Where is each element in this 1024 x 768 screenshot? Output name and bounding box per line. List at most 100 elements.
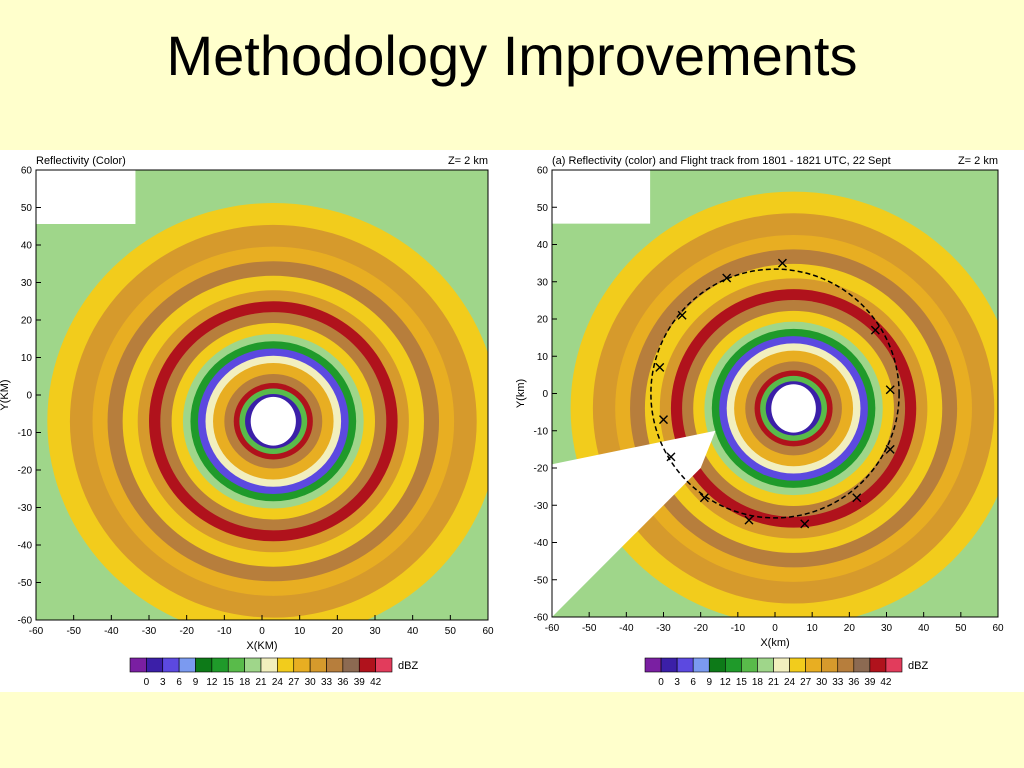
y-tick-label-0: 60: [537, 166, 549, 177]
x-tick-label-1: -50: [582, 623, 597, 634]
colorbar-tick-5: 15: [736, 677, 748, 688]
flight-track-marker-10: [885, 444, 895, 454]
colorbar-tick-2: 6: [690, 677, 696, 688]
colorbar-tick-3: 9: [706, 677, 712, 688]
radar-blind-sector: [552, 430, 716, 617]
colorbar-tick-10: 30: [816, 677, 828, 688]
y-tick-label-0: 60: [21, 166, 33, 177]
flight-track-marker-11: [885, 385, 895, 395]
colorbar-tick-7: 21: [768, 677, 780, 688]
y-tick-label-9: -30: [534, 501, 549, 512]
colorbar-swatch-4: [708, 657, 726, 673]
colorbar-tick-7: 21: [255, 677, 267, 688]
x-axis-label: X(km): [760, 637, 789, 649]
flight-track-marker-7: [744, 515, 754, 525]
colorbar-tick-9: 27: [800, 677, 812, 688]
colorbar-tick-4: 12: [720, 677, 732, 688]
flight-track-marker-1: [722, 273, 732, 283]
chart-title: Reflectivity (Color): [36, 155, 126, 167]
eye-no-data: [771, 384, 816, 433]
x-tick-label-7: 10: [294, 626, 306, 637]
x-tick-label-9: 30: [369, 626, 381, 637]
colorbar-swatch-5: [725, 657, 742, 673]
colorbar-tick-0: 0: [658, 677, 664, 688]
x-tick-label-11: 50: [445, 626, 457, 637]
y-tick-label-2: 40: [537, 240, 549, 251]
flight-track-marker-0: [777, 258, 787, 268]
y-tick-label-7: -10: [18, 428, 33, 439]
flight-track-marker-5: [666, 452, 676, 462]
colorbar-swatch-8: [260, 657, 278, 673]
colorbar-swatch-3: [692, 657, 710, 673]
colorbar-tick-0: 0: [144, 677, 150, 688]
chart-panel-1: Reflectivity (Color) Z= 2 km -60 -50 -40 -30 -…: [0, 155, 494, 688]
y-axis-label: Y(KM): [0, 379, 11, 410]
colorbar-swatch-6: [741, 657, 758, 673]
colorbar-swatch-9: [789, 657, 806, 673]
colorbar-tick-2: 6: [176, 677, 182, 688]
colorbar-tick-8: 24: [272, 677, 284, 688]
flight-track-marker-8: [800, 519, 810, 529]
reflectivity-figure: Reflectivity (Color) Z= 2 km -60 -50 -40 -30 -…: [0, 155, 1004, 688]
colorbar-swatch-5: [211, 657, 229, 673]
x-tick-label-4: -20: [693, 623, 708, 634]
x-tick-label-10: 40: [918, 623, 930, 634]
colorbar-tick-11: 33: [832, 677, 844, 688]
colorbar-swatch-1: [146, 657, 164, 673]
x-tick-label-2: -40: [104, 626, 119, 637]
x-tick-label-6: 0: [259, 626, 265, 637]
chart-title: (a) Reflectivity (color) and Flight trac…: [552, 155, 891, 167]
colorbar-swatch-15: [375, 657, 393, 673]
colorbar-swatch-11: [821, 657, 839, 673]
colorbar-swatch-11: [309, 657, 327, 673]
x-tick-label-5: -10: [731, 623, 746, 634]
colorbar-swatch-8: [773, 657, 790, 673]
colorbar-swatch-0: [644, 657, 662, 673]
colorbar-swatch-14: [358, 657, 376, 673]
y-tick-label-1: 50: [21, 203, 33, 214]
no-data-region: [36, 170, 136, 224]
y-tick-label-9: -30: [18, 503, 33, 514]
colorbar-tick-6: 18: [752, 677, 764, 688]
x-tick-label-4: -20: [179, 626, 194, 637]
x-tick-label-9: 30: [881, 623, 893, 634]
flight-track-marker-9: [852, 493, 862, 503]
colorbar-tick-12: 36: [848, 677, 860, 688]
x-tick-label-0: -60: [545, 623, 560, 634]
y-tick-label-10: -40: [534, 538, 549, 549]
colorbar-tick-13: 39: [864, 677, 876, 688]
level-label: Z= 2 km: [958, 155, 998, 167]
y-tick-label-2: 40: [21, 241, 33, 252]
figure-panel: Reflectivity (Color) Z= 2 km -60 -50 -40 -30 -…: [0, 150, 1024, 692]
flight-track-marker-4: [659, 415, 668, 425]
colorbar-tick-12: 36: [337, 677, 349, 688]
y-tick-label-5: 10: [21, 353, 33, 364]
y-tick-label-6: 0: [542, 389, 548, 400]
level-label: Z= 2 km: [448, 155, 488, 167]
eye-no-data: [250, 396, 296, 446]
y-tick-label-12: -60: [534, 613, 549, 624]
colorbar-tick-1: 3: [160, 677, 166, 688]
slide-title: Methodology Improvements: [166, 24, 858, 87]
colorbar-swatch-2: [676, 657, 694, 673]
y-tick-label-7: -10: [534, 426, 549, 437]
no-data-region: [552, 170, 651, 224]
colorbar-swatch-6: [227, 657, 245, 673]
y-tick-label-12: -60: [18, 616, 33, 627]
y-tick-label-4: 20: [537, 315, 549, 326]
colorbar-swatch-7: [757, 657, 774, 673]
x-tick-label-8: 20: [844, 623, 856, 634]
x-tick-label-3: -30: [142, 626, 157, 637]
flight-track-marker-12: [870, 325, 880, 335]
colorbar-tick-10: 30: [305, 677, 317, 688]
x-tick-label-3: -30: [656, 623, 671, 634]
x-tick-label-7: 10: [807, 623, 819, 634]
flight-track-marker-6: [699, 493, 709, 503]
x-tick-label-8: 20: [332, 626, 344, 637]
colorbar-unit: dBZ: [908, 660, 928, 672]
colorbar-unit: dBZ: [398, 660, 418, 672]
flight-track-line: [650, 268, 900, 519]
y-axis-label: Y(km): [515, 379, 527, 408]
colorbar-swatch-15: [885, 657, 903, 673]
colorbar-tick-8: 24: [784, 677, 796, 688]
